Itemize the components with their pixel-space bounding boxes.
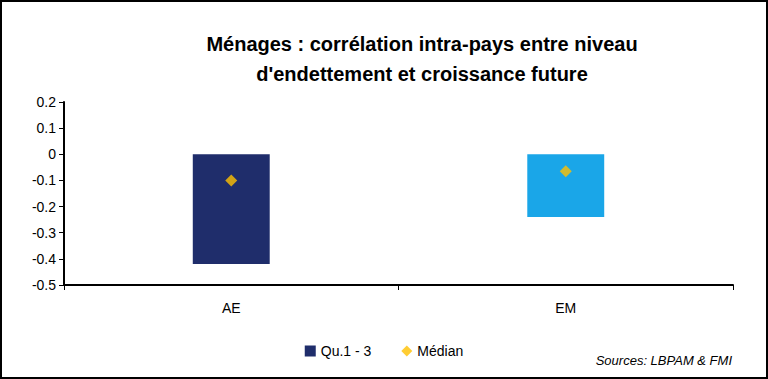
svg-text:0.1: 0.1 [37,120,57,136]
svg-text:-0.5: -0.5 [32,277,56,293]
svg-text:-0.1: -0.1 [32,172,56,188]
svg-text:d'endettement et croissance fu: d'endettement et croissance future [256,63,588,85]
svg-text:AE: AE [222,300,241,316]
svg-text:0: 0 [48,146,56,162]
svg-text:Sources: LBPAM & FMI: Sources: LBPAM & FMI [596,353,733,368]
svg-text:-0.2: -0.2 [32,199,56,215]
svg-text:-0.3: -0.3 [32,225,56,241]
svg-text:0.2: 0.2 [37,94,57,110]
svg-text:EM: EM [555,300,576,316]
svg-text:-0.4: -0.4 [32,251,56,267]
svg-text:Qu.1 - 3: Qu.1 - 3 [321,343,372,359]
svg-text:Médian: Médian [417,343,463,359]
svg-text:Ménages : corrélation intra-pa: Ménages : corrélation intra-pays entre n… [206,33,637,55]
